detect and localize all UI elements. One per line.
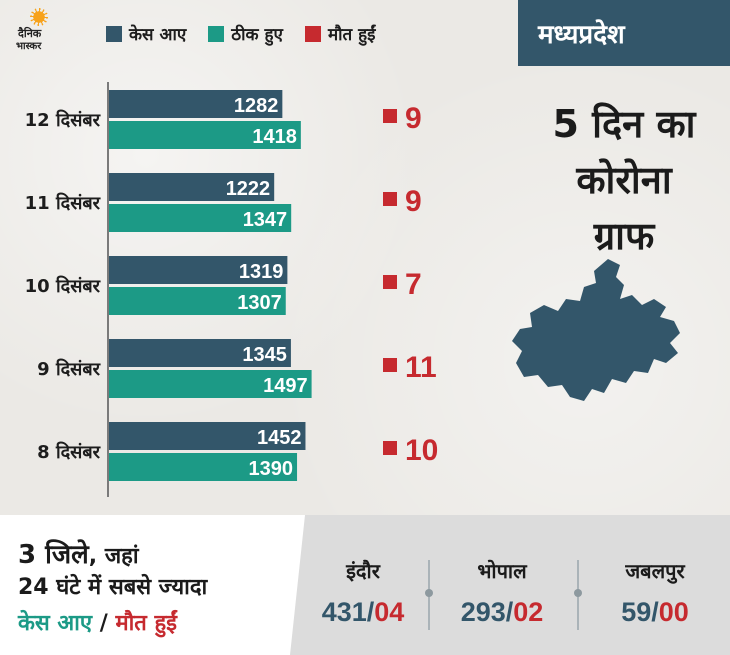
sun-icon <box>30 8 48 26</box>
city-stats <box>290 515 730 655</box>
logo-text-line2: भास्कर <box>16 41 42 52</box>
legend-swatch-deaths <box>304 25 321 42</box>
divider <box>425 560 433 630</box>
death-marker <box>383 275 397 289</box>
legend-label-recovered: ठीक हुए <box>231 25 283 45</box>
bar-chart: 12 दिसंबर 1282 1418 9 11 दिसंबर 1222 1347 9 10 द… <box>25 82 438 497</box>
bar-label-cases: 1222 <box>226 178 271 200</box>
death-marker <box>383 192 397 206</box>
city-sep-indore: / <box>366 597 375 627</box>
date-label: 11 दिसंबर <box>25 192 101 214</box>
death-value: 9 <box>405 102 422 135</box>
death-value: 10 <box>405 434 438 467</box>
bar-recovered <box>108 370 312 398</box>
death-marker <box>383 109 397 123</box>
bar-cases <box>108 256 288 284</box>
bar-label-recovered: 1418 <box>252 126 297 148</box>
bar-cases <box>108 173 275 201</box>
headline-line1: 5 दिन का <box>552 102 696 146</box>
headline-line2: कोरोना <box>576 158 672 202</box>
bottom-panel: 3 जिले, जहां 24 घंटे में सबसे ज्यादा केस… <box>0 515 730 655</box>
bar-label-cases: 1282 <box>234 95 279 117</box>
city-cases-indore: 431 <box>321 597 367 627</box>
legend-swatch-recovered <box>208 25 225 42</box>
summary-line2: 24 घंटे में सबसे ज्यादा <box>18 575 208 600</box>
bar-label-recovered: 1390 <box>249 458 294 480</box>
dainik-bhaskar-logo: दैनिक भास्कर <box>12 8 66 54</box>
date-label: 10 दिसंबर <box>25 275 101 297</box>
city-stat-indore: 431/04 <box>298 597 428 628</box>
city-name-jabalpur: जबलपुर <box>625 559 685 583</box>
city-deaths-indore: 04 <box>374 597 405 627</box>
death-marker <box>383 441 397 455</box>
bar-recovered <box>108 204 292 232</box>
bar-cases <box>108 422 306 450</box>
state-name: मध्यप्रदेश <box>538 20 625 50</box>
city-stat-jabalpur: 59/00 <box>590 597 720 628</box>
bar-recovered <box>108 287 286 315</box>
legend-label-cases: केस आए <box>129 25 187 45</box>
bar-label-recovered: 1307 <box>237 292 282 314</box>
divider <box>574 560 582 630</box>
city-stat-bhopal: 293/02 <box>437 597 567 628</box>
death-value: 9 <box>405 185 422 218</box>
summary-deaths-label: मौत हुईं <box>115 611 177 636</box>
date-label: 9 दिसंबर <box>37 358 100 380</box>
summary-bold: 3 जिले <box>18 540 89 570</box>
city-sep-jabalpur: / <box>651 597 659 627</box>
legend-label-deaths: मौत हुईं <box>327 25 376 45</box>
date-label: 12 दिसंबर <box>25 109 101 131</box>
city-deaths-bhopal: 02 <box>513 597 544 627</box>
bar-cases <box>108 339 291 367</box>
legend-item-recovered: ठीक हुए <box>208 22 283 45</box>
legend-item-deaths: मौत हुईं <box>304 22 376 45</box>
bar-label-cases: 1319 <box>239 261 284 283</box>
headline: 5 दिन का कोरोना ग्राफ <box>518 96 730 264</box>
death-value: 11 <box>405 351 437 384</box>
state-title-box: मध्यप्रदेश <box>518 0 730 66</box>
death-marker <box>383 358 397 372</box>
bar-label-cases: 1345 <box>242 344 287 366</box>
date-label: 8 दिसंबर <box>37 441 100 463</box>
city-sep-bhopal: / <box>505 597 514 627</box>
legend-swatch-cases <box>106 25 122 42</box>
bar-label-recovered: 1497 <box>263 375 308 397</box>
summary-line1: 3 जिले, जहां <box>18 535 139 571</box>
summary-rest: , जहां <box>88 544 139 569</box>
bar-recovered <box>108 453 298 481</box>
madhya-pradesh-map-icon <box>512 259 680 401</box>
city-cases-jabalpur: 59 <box>621 597 652 627</box>
bar-label-cases: 1452 <box>257 427 302 449</box>
city-name-bhopal: भोपाल <box>477 559 527 583</box>
bar-label-recovered: 1347 <box>243 209 288 231</box>
summary-line3: केस आए / मौत हुईं <box>18 607 177 637</box>
chart-legend: केस आए ठीक हुए मौत हुईं <box>106 22 376 45</box>
bar-cases <box>108 90 283 118</box>
bottom-summary: 3 जिले, जहां 24 घंटे में सबसे ज्यादा केस… <box>0 515 305 655</box>
summary-cases-label: केस आए <box>18 611 93 636</box>
headline-line3: ग्राफ <box>593 214 655 258</box>
legend-item-cases: केस आए <box>106 22 186 45</box>
summary-sep: / <box>92 611 116 636</box>
logo-text-line1: दैनिक <box>18 27 42 40</box>
city-cases-bhopal: 293 <box>460 597 506 627</box>
city-name-indore: इंदौर <box>346 559 380 583</box>
bar-recovered <box>108 121 301 149</box>
city-deaths-jabalpur: 00 <box>658 597 689 627</box>
death-value: 7 <box>405 268 422 301</box>
